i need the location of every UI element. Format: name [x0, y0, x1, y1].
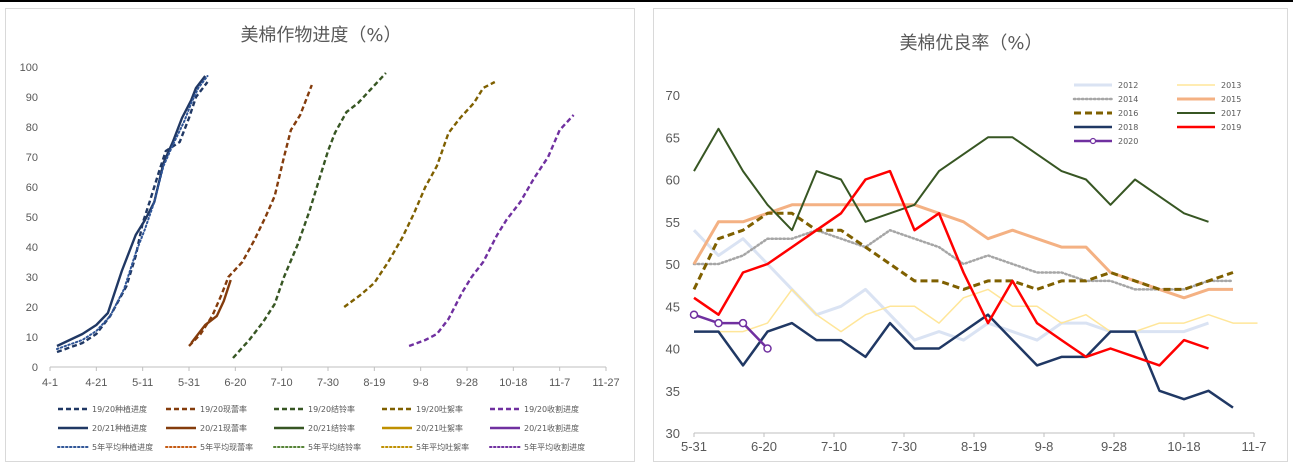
- x-tick-label: 9-8: [1035, 439, 1054, 454]
- series-line-5-: [56, 75, 209, 350]
- legend-label: 20/21结铃率: [308, 423, 355, 433]
- legend-label: 2018: [1118, 123, 1138, 132]
- legend-label: 19/20结铃率: [308, 404, 355, 414]
- legend-label: 2020: [1118, 137, 1138, 146]
- y-tick-label: 30: [666, 426, 680, 441]
- x-tick-label: 7-30: [317, 377, 339, 389]
- x-tick-label: 7-10: [271, 377, 293, 389]
- series-line-19-20-: [343, 80, 496, 308]
- legend-label: 5年平均现蕾率: [200, 442, 253, 452]
- legend-label: 2015: [1221, 95, 1241, 104]
- series-line-2018: [694, 313, 1234, 409]
- legend-label: 20/21种植进度: [92, 423, 147, 433]
- x-tick-label: 6-20: [751, 439, 777, 454]
- series-line-2014: [692, 228, 1235, 291]
- y-tick-label: 10: [26, 332, 38, 344]
- y-tick-label: 70: [26, 152, 38, 164]
- x-tick-label: 5-31: [178, 377, 200, 389]
- legend-label: 5年平均吐絮率: [416, 442, 469, 452]
- x-tick-label: 9-28: [1101, 439, 1127, 454]
- x-tick-label: 10-18: [499, 377, 527, 389]
- x-tick-label: 11-7: [549, 377, 570, 389]
- legend-label: 19/20吐絮率: [416, 404, 463, 414]
- series-marker-2020: [714, 318, 723, 328]
- legend-label: 2014: [1118, 95, 1138, 104]
- series-line-2017: [693, 127, 1209, 232]
- x-tick-label: 11-27: [592, 377, 619, 389]
- x-tick-label: 7-30: [891, 439, 917, 454]
- series-line-20-21-: [56, 75, 207, 348]
- good-excellent-rate-chart: 美棉优良率（%） 30 35 40 45 50 55 60 65 70 5-31 6-20 7-10 7-…: [666, 33, 1267, 454]
- series-line-2016: [692, 211, 1234, 291]
- y-tick-label: 50: [666, 257, 680, 272]
- x-tick-label: 8-19: [363, 377, 385, 389]
- chart-title: 美棉作物进度（%）: [240, 25, 401, 46]
- series-line-19-20-: [408, 114, 575, 348]
- legend-label: 19/20收割进度: [524, 404, 579, 414]
- crop-progress-chart: 美棉作物进度（%） 0 10 20 30 40 50 60 70 80 90 100 4-1 4-21 5-…: [20, 25, 620, 452]
- y-tick-label: 30: [26, 272, 38, 284]
- y-tick-label: 60: [26, 182, 38, 194]
- x-tick-label: 7-10: [821, 439, 847, 454]
- y-tick-label: 90: [26, 92, 38, 104]
- top-rule: [0, 0, 1293, 2]
- y-tick-label: 100: [20, 62, 38, 74]
- y-tick-label: 45: [666, 299, 680, 314]
- y-tick-label: 40: [26, 242, 38, 254]
- y-tick-label: 65: [666, 130, 680, 145]
- series-marker-2020: [738, 318, 748, 328]
- legend-label: 20/21现蕾率: [200, 423, 247, 433]
- x-tick-label: 4-21: [85, 377, 107, 389]
- series-line-19-20-: [232, 72, 387, 359]
- y-tick-label: 35: [666, 384, 680, 399]
- x-tick-label: 10-18: [1167, 439, 1200, 454]
- legend-label: 5年平均种植进度: [92, 442, 153, 452]
- y-tick-label: 40: [666, 342, 680, 357]
- legend-label: 2019: [1221, 123, 1241, 132]
- legend-label: 19/20现蕾率: [200, 404, 247, 414]
- y-tick-label: 60: [666, 173, 680, 188]
- legend-label: 5年平均收割进度: [524, 442, 585, 452]
- y-tick-label: 20: [26, 302, 38, 314]
- legend-label: 5年平均结铃率: [308, 442, 361, 452]
- x-tick-label: 4-1: [42, 377, 58, 389]
- chart-title: 美棉优良率（%）: [899, 33, 1042, 54]
- x-tick-label: 9-28: [456, 377, 478, 389]
- series-line-20-21-: [190, 279, 232, 344]
- series-marker-2020: [763, 344, 772, 353]
- y-tick-label: 70: [666, 88, 680, 103]
- y-tick-label: 80: [26, 122, 38, 134]
- legend-marker: [1089, 137, 1097, 145]
- x-tick-label: 5-11: [132, 377, 153, 389]
- y-tick-label: 0: [32, 362, 38, 374]
- legend-label: 2012: [1118, 81, 1138, 90]
- legend-label: 20/21收割进度: [524, 423, 579, 433]
- legend-label: 2013: [1221, 81, 1241, 90]
- series-line-19-20-: [56, 81, 209, 354]
- x-tick-label: 6-20: [224, 377, 246, 389]
- crop-progress-chart-panel: 美棉作物进度（%） 0 10 20 30 40 50 60 70 80 90 100 4-1 4-21 5-…: [5, 8, 635, 462]
- good-excellent-rate-chart-panel: 美棉优良率（%） 30 35 40 45 50 55 60 65 70 5-31 6-20 7-10 7-…: [653, 8, 1288, 462]
- x-tick-label: 8-19: [961, 439, 987, 454]
- x-tick-label: 5-31: [681, 439, 707, 454]
- y-tick-label: 55: [666, 215, 680, 230]
- x-tick-label: 11-7: [1241, 439, 1266, 454]
- series-marker-2020: [689, 310, 699, 319]
- y-tick-label: 50: [26, 212, 38, 224]
- series-line-2019: [693, 169, 1209, 367]
- legend-label: 20/21吐絮率: [416, 423, 463, 433]
- series-line-2020: [693, 313, 769, 350]
- x-tick-label: 9-8: [413, 377, 429, 389]
- series-line-2013: [694, 288, 1258, 333]
- series-line-19-20-: [188, 84, 313, 347]
- legend-label: 2017: [1221, 109, 1241, 118]
- legend-label: 2016: [1118, 109, 1138, 118]
- series-line-2012: [692, 229, 1209, 342]
- legend-label: 19/20种植进度: [92, 404, 147, 414]
- series-line-2015: [692, 203, 1233, 300]
